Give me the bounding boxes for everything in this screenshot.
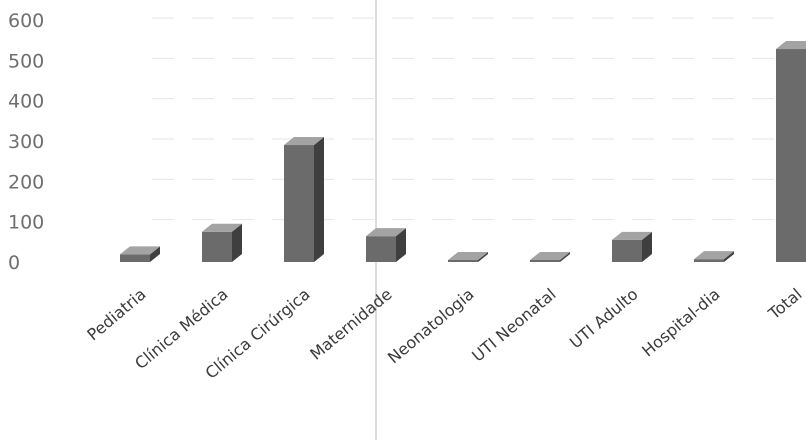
- y-tick-label-200: 200: [8, 171, 44, 193]
- bar-maternidade: [366, 228, 406, 262]
- bar-top-clinica-medica: [202, 223, 242, 232]
- bar-clinica-cirurgica: [284, 137, 324, 262]
- y-tick-label-100: 100: [8, 212, 44, 234]
- bar-front-uti-neonatal: [530, 260, 560, 262]
- y-tick-label-400: 400: [8, 91, 44, 113]
- bar-top-pediatria: [120, 246, 160, 255]
- y-tick-label-600: 600: [8, 10, 44, 32]
- bar-side-clinica-medica: [232, 223, 242, 262]
- x-tick-label-hospital-dia: Hospital-dia: [638, 285, 723, 361]
- bar-hospital-dia: [694, 251, 734, 262]
- bar-front-maternidade: [366, 236, 396, 262]
- bar-front-neonatologia: [448, 260, 478, 262]
- bar-uti-neonatal: [530, 252, 570, 262]
- bar-side-neonatologia: [478, 252, 488, 262]
- bar-front-pediatria: [120, 254, 150, 262]
- bar-top-hospital-dia: [694, 251, 734, 260]
- bar-total: [776, 41, 806, 262]
- x-tick-label-total: Total: [764, 285, 806, 324]
- bar-front-clinica-medica: [202, 231, 232, 262]
- bar-neonatologia: [448, 252, 488, 262]
- x-tick-label-uti-adulto: UTI Adulto: [566, 285, 642, 353]
- bar-pediatria: [120, 246, 160, 262]
- y-tick-label-300: 300: [8, 131, 44, 153]
- bars: [120, 41, 806, 262]
- bar-side-hospital-dia: [724, 251, 734, 262]
- bar-top-uti-adulto: [612, 231, 652, 240]
- bar-uti-adulto: [612, 231, 652, 262]
- bar-clinica-medica: [202, 223, 242, 262]
- y-tick-label-500: 500: [8, 50, 44, 72]
- bar-front-uti-adulto: [612, 239, 642, 262]
- x-tick-label-maternidade: Maternidade: [306, 285, 395, 364]
- bar-top-neonatologia: [448, 252, 488, 260]
- bar-top-maternidade: [366, 228, 406, 237]
- bar-side-clinica-cirurgica: [314, 137, 324, 262]
- bar-side-uti-neonatal: [560, 252, 570, 262]
- bar-side-pediatria: [150, 246, 160, 262]
- bar-top-total: [776, 41, 806, 50]
- bar-top-uti-neonatal: [530, 252, 570, 260]
- x-tick-label-pediatria: Pediatria: [83, 285, 149, 345]
- y-tick-label-0: 0: [8, 252, 20, 274]
- x-tick-label-neonatologia: Neonatologia: [384, 285, 478, 368]
- bar-front-hospital-dia: [694, 259, 724, 262]
- bar-top-clinica-cirurgica: [284, 137, 324, 146]
- bar-side-maternidade: [396, 228, 406, 262]
- bar-front-clinica-cirurgica: [284, 145, 314, 262]
- gridlines: [152, 17, 786, 221]
- bar-side-uti-adulto: [642, 231, 652, 262]
- bar-front-total: [776, 49, 806, 262]
- x-tick-label-uti-neonatal: UTI Neonatal: [468, 285, 559, 366]
- y-axis: 0 100 200 300 400 500 600: [8, 10, 44, 274]
